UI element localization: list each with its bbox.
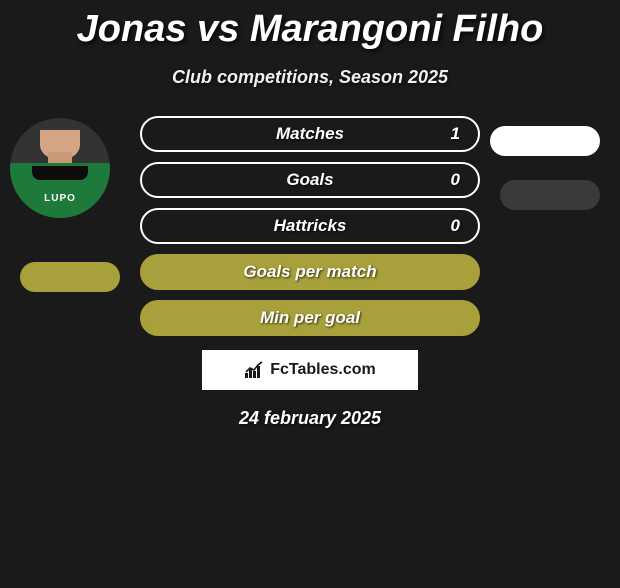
stat-value: 0 — [451, 216, 460, 236]
stat-label: Min per goal — [260, 308, 360, 328]
stat-row-goals: Goals 0 — [140, 162, 480, 198]
page-title: Jonas vs Marangoni Filho — [0, 8, 620, 51]
avatar-collar — [32, 166, 88, 180]
subtitle: Club competitions, Season 2025 — [0, 67, 620, 88]
shirt-brand-text: LUPO — [44, 193, 76, 204]
stat-label: Hattricks — [274, 216, 347, 236]
stat-row-hattricks: Hattricks 0 — [140, 208, 480, 244]
stat-label: Goals per match — [243, 262, 376, 282]
stat-label: Goals — [286, 170, 333, 190]
stat-label: Matches — [276, 124, 344, 144]
stat-value: 1 — [451, 124, 460, 144]
player-avatar-left: LUPO — [10, 118, 110, 218]
stat-row-matches: Matches 1 — [140, 116, 480, 152]
stat-row-goals-per-match: Goals per match — [140, 254, 480, 290]
fctables-logo[interactable]: FcTables.com — [202, 350, 418, 390]
right-accent-pill-dark — [500, 180, 600, 210]
comparison-content: LUPO Matches 1 Goals 0 Hattricks 0 Goals per m… — [0, 116, 620, 429]
comparison-date: 24 february 2025 — [0, 408, 620, 429]
stat-value: 0 — [451, 170, 460, 190]
stat-row-min-per-goal: Min per goal — [140, 300, 480, 336]
left-accent-pill — [20, 262, 120, 292]
chart-icon — [244, 361, 266, 379]
right-accent-pill-white — [490, 126, 600, 156]
logo-text: FcTables.com — [270, 361, 376, 379]
